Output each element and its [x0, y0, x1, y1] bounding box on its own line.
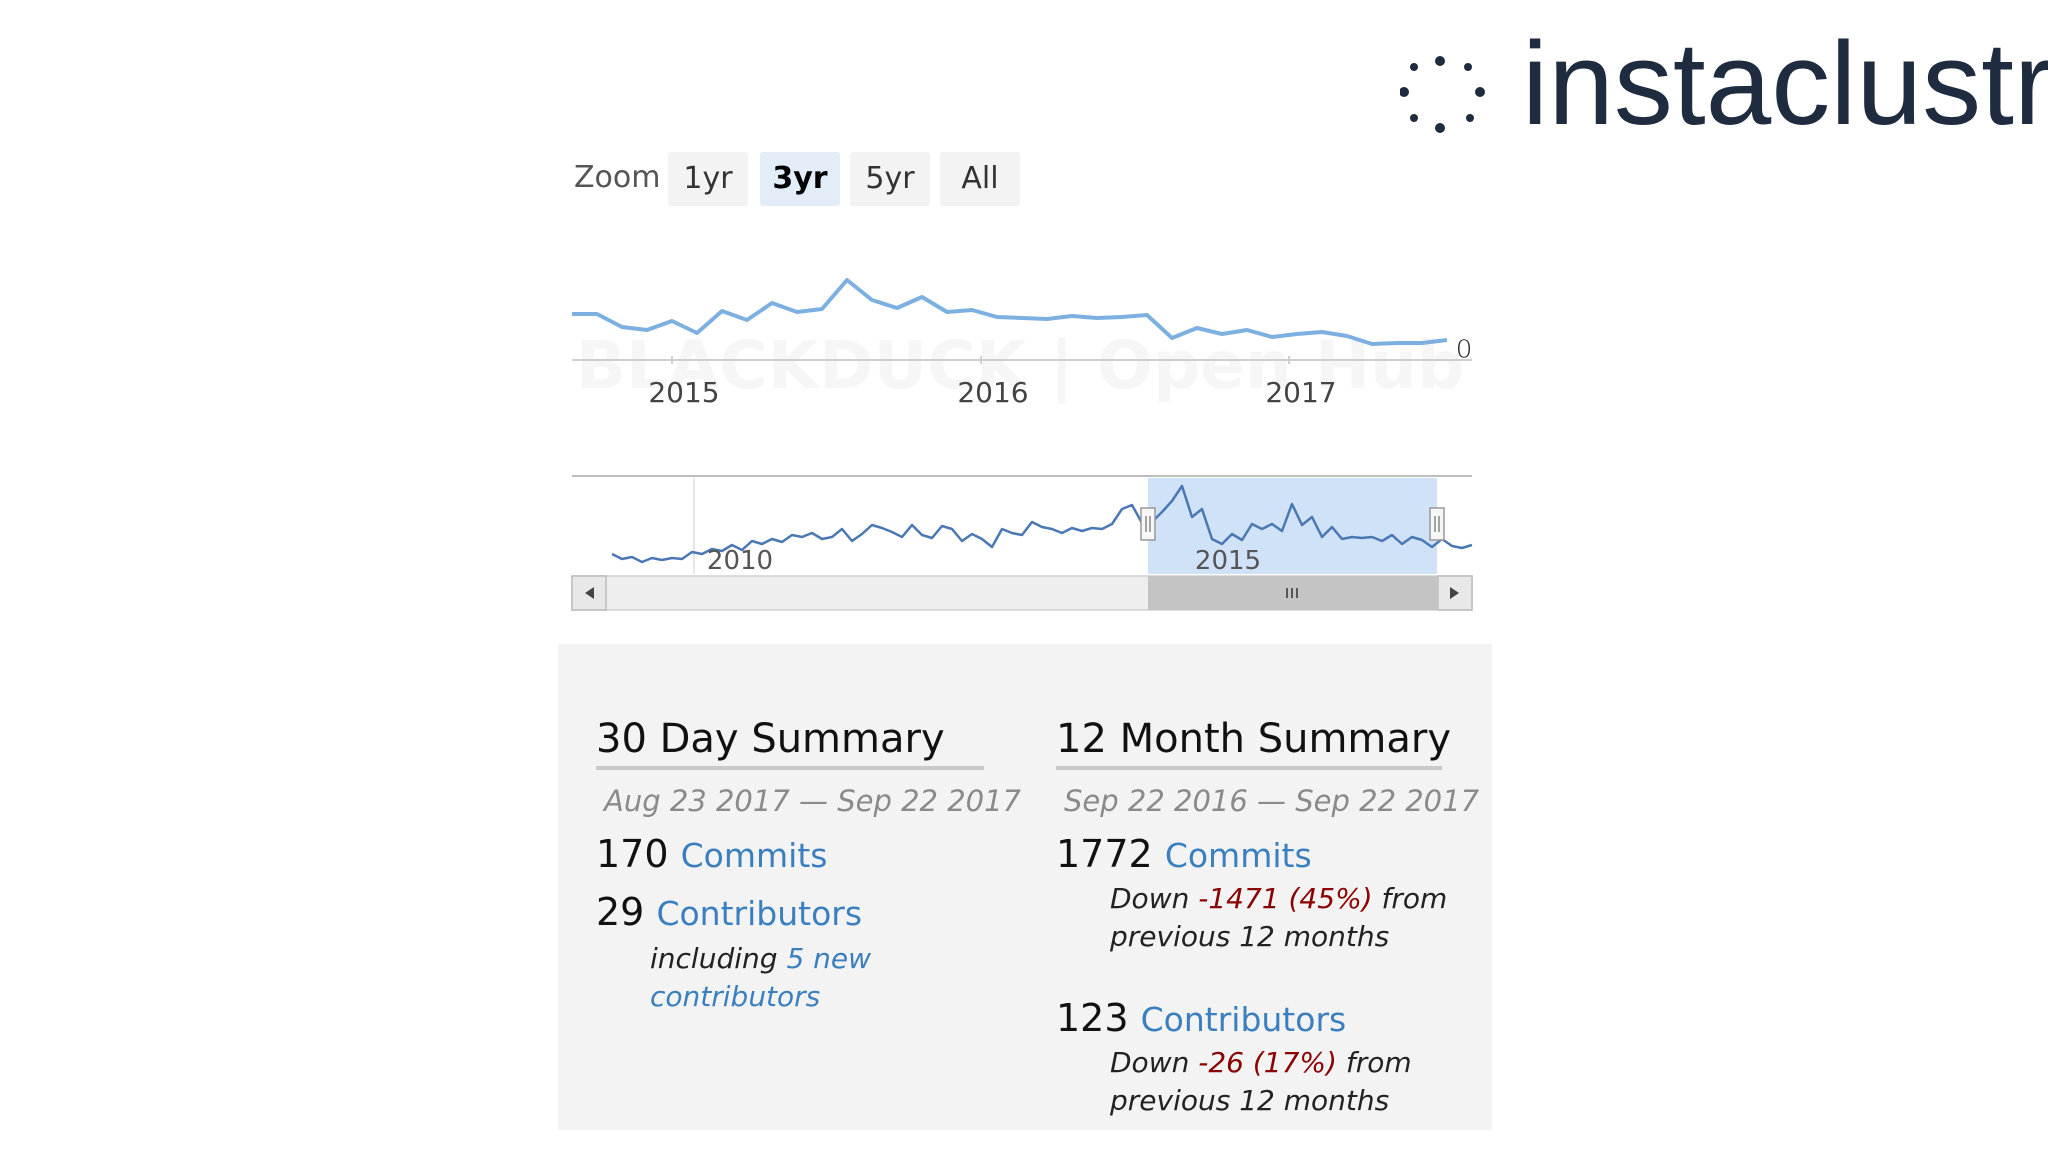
summary-30-title: 30 Day Summary: [596, 716, 945, 762]
from-word: from: [1381, 882, 1448, 915]
summary-panel: 30 Day Summary Aug 23 2017 — Sep 22 2017…: [558, 644, 1492, 1130]
summary-12-commits: 1772 Commits: [1056, 832, 1476, 876]
contributors-count: 123: [1056, 996, 1129, 1040]
zoom-5yr-button[interactable]: 5yr: [850, 152, 930, 206]
navigator-left-handle[interactable]: [1140, 507, 1156, 541]
summary-12-rule: [1056, 766, 1442, 770]
nav-tick-label-2010: 2010: [707, 546, 773, 576]
down-word: Down: [1110, 1046, 1190, 1079]
new-contributors-link-1[interactable]: 5 new: [786, 942, 872, 975]
x-tick-label-2016: 2016: [957, 376, 1028, 409]
new-contributors-note: including 5 new contributors: [596, 940, 996, 1016]
zoom-all-button[interactable]: All: [940, 152, 1020, 206]
x-tick-label-2015: 2015: [648, 376, 719, 409]
contributors-change-note: Down -26 (17%) from previous 12 months: [1056, 1044, 1476, 1120]
summary-12-contributors: 123 Contributors: [1056, 996, 1476, 1040]
commits-series-line: [572, 278, 1448, 346]
contributors-delta: -26 (17%): [1198, 1046, 1337, 1079]
previous-period: previous 12 months: [1110, 1084, 1390, 1117]
zoom-label: Zoom: [574, 160, 661, 195]
including-text: including: [650, 942, 778, 975]
down-word: Down: [1110, 882, 1190, 915]
zoom-1yr-button[interactable]: 1yr: [668, 152, 748, 206]
commits-count: 1772: [1056, 832, 1153, 876]
summary-30-range: Aug 23 2017 — Sep 22 2017: [604, 784, 1022, 818]
summary-30-contributors: 29 Contributors: [596, 890, 996, 934]
navigator-scrollbar[interactable]: [571, 575, 1473, 611]
summary-12-title: 12 Month Summary: [1056, 716, 1451, 762]
summary-30-commits: 170 Commits: [596, 832, 996, 876]
end-value-label: 0: [1456, 335, 1473, 365]
logo-text: instaclustr: [1522, 18, 2048, 150]
navigator: 2010 2015: [571, 475, 1473, 611]
main-chart: BLACKDUCK | Open Hub 2015 2016 2017 0: [572, 278, 1473, 409]
summary-12-month: 12 Month Summary Sep 22 2016 — Sep 22 20…: [1056, 714, 1480, 1120]
nav-tick-label-2015: 2015: [1195, 546, 1261, 576]
contributors-count: 29: [596, 890, 645, 934]
contributors-link[interactable]: Contributors: [656, 894, 863, 933]
from-word: from: [1345, 1046, 1412, 1079]
scroll-right-button[interactable]: [1437, 575, 1473, 611]
commits-change-note: Down -1471 (45%) from previous 12 months: [1056, 880, 1476, 956]
navigator-right-handle[interactable]: [1429, 507, 1445, 541]
new-contributors-link-2[interactable]: contributors: [650, 980, 821, 1013]
commits-delta: -1471 (45%): [1198, 882, 1373, 915]
commits-link[interactable]: Commits: [680, 836, 828, 875]
summary-30-day: 30 Day Summary Aug 23 2017 — Sep 22 2017…: [596, 714, 1022, 1016]
x-tick-label-2017: 2017: [1265, 376, 1336, 409]
commits-link[interactable]: Commits: [1164, 836, 1312, 875]
instaclustr-logo: instaclustr: [1400, 24, 2048, 144]
summary-12-range: Sep 22 2016 — Sep 22 2017: [1064, 784, 1480, 818]
contributors-link[interactable]: Contributors: [1140, 1000, 1347, 1039]
dotted-circle-icon: [1400, 56, 1485, 133]
navigator-selection[interactable]: [1148, 478, 1437, 574]
zoom-3yr-button[interactable]: 3yr: [760, 152, 840, 206]
navigator-series-line: [611, 484, 1473, 564]
scroll-left-button[interactable]: [571, 575, 607, 611]
previous-period: previous 12 months: [1110, 920, 1390, 953]
commits-count: 170: [596, 832, 669, 876]
summary-30-rule: [596, 766, 984, 770]
